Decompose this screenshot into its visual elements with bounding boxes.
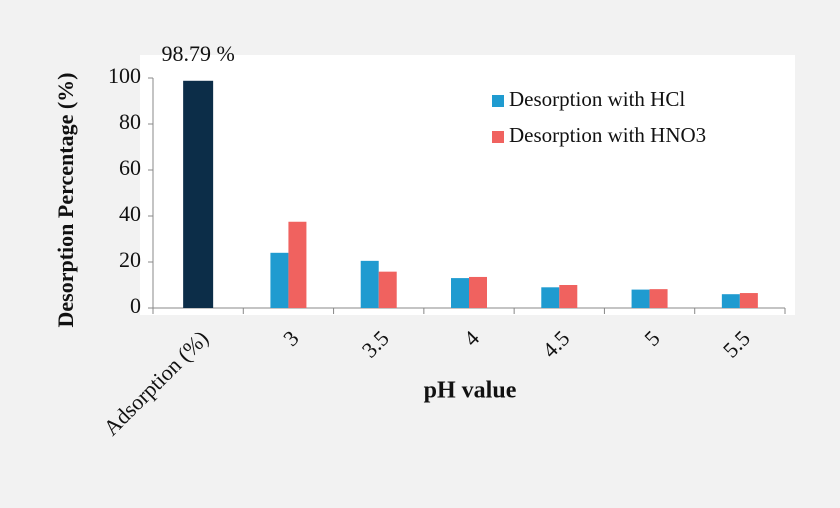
bar <box>649 289 668 308</box>
legend-label: Desorption with HCl <box>509 87 685 111</box>
y-tick-label: 20 <box>119 247 141 272</box>
y-tick-label: 80 <box>119 109 141 134</box>
y-tick-label: 40 <box>119 201 141 226</box>
bar <box>469 276 487 308</box>
bar <box>631 289 650 308</box>
bar <box>721 294 740 308</box>
x-tick-label: 4.5 <box>537 325 574 362</box>
bar <box>270 252 289 308</box>
x-tick-label: 3.5 <box>357 325 394 362</box>
bar <box>559 285 578 308</box>
y-tick-label: 100 <box>108 63 141 88</box>
y-tick-label: 0 <box>130 293 141 318</box>
value-label: 98.79 % <box>161 41 234 66</box>
bar <box>541 287 560 308</box>
legend-label: Desorption with HNO3 <box>509 123 706 147</box>
bar <box>739 293 758 308</box>
bar <box>378 271 397 308</box>
x-tick-label: 5 <box>639 325 664 350</box>
bar <box>451 278 469 308</box>
y-axis-title: Desorption Percentage (%) <box>53 73 78 328</box>
bar <box>288 221 307 308</box>
x-tick-label: 4 <box>459 325 484 350</box>
legend-swatch <box>492 95 504 107</box>
plot-area <box>140 55 795 315</box>
x-tick-label: 5.5 <box>718 325 755 362</box>
legend-swatch <box>492 131 504 143</box>
bar <box>360 260 379 308</box>
x-tick-label: Adsorption (%) <box>98 325 213 440</box>
x-axis-title: pH value <box>424 378 517 404</box>
x-tick-label: 3 <box>278 325 303 350</box>
y-tick-label: 60 <box>119 155 141 180</box>
adsorption-bar <box>183 80 214 309</box>
